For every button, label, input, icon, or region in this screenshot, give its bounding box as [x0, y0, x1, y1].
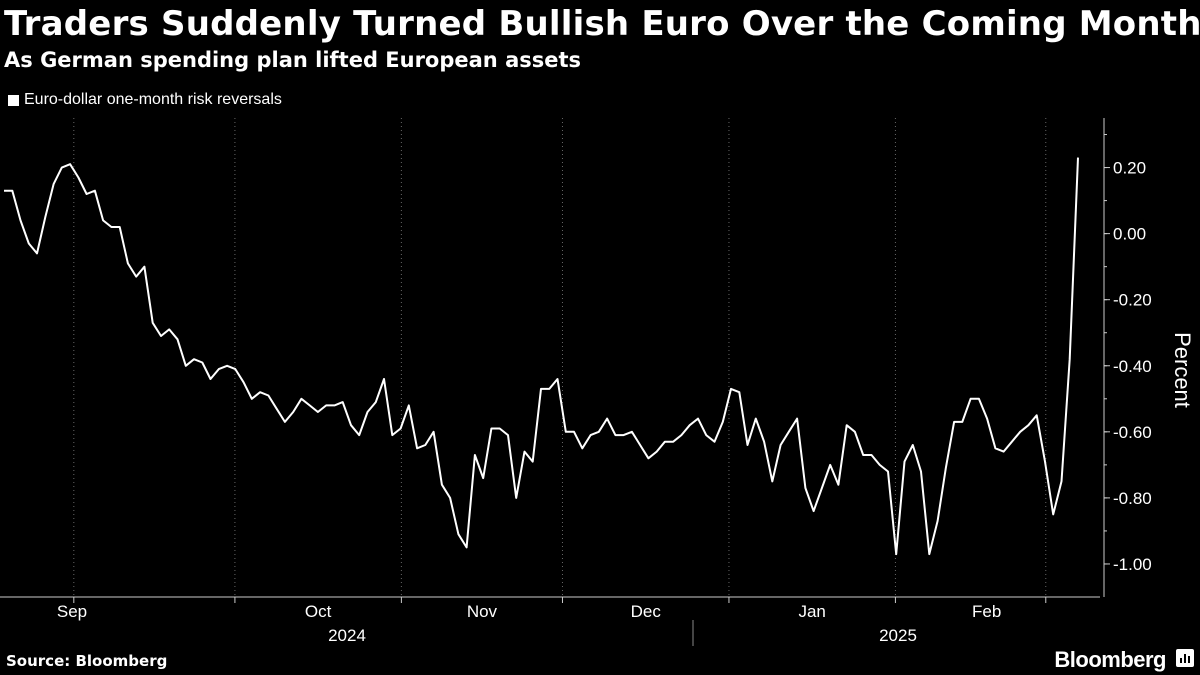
- y-tick-label: -0.20: [1113, 291, 1152, 310]
- year-label: 2025: [879, 626, 917, 645]
- y-tick-label: -0.80: [1113, 489, 1152, 508]
- chart-subtitle: As German spending plan lifted European …: [4, 48, 582, 72]
- legend-label: Euro-dollar one-month risk reversals: [24, 91, 282, 108]
- month-label: Nov: [467, 602, 498, 621]
- source-note: Source: Bloomberg: [6, 652, 168, 670]
- y-tick-label: -1.00: [1113, 555, 1152, 574]
- month-label: Dec: [631, 602, 662, 621]
- y-tick-label: 0.20: [1113, 159, 1146, 178]
- series-line: [4, 157, 1079, 556]
- month-label: Feb: [972, 602, 1001, 621]
- chart-title: Traders Suddenly Turned Bullish Euro Ove…: [4, 4, 1200, 44]
- y-tick-label: 0.00: [1113, 225, 1146, 244]
- month-label: Sep: [57, 602, 87, 621]
- bloomberg-logo-icon: [1176, 649, 1194, 667]
- legend: Euro-dollar one-month risk reversals: [8, 91, 282, 109]
- year-label: 2024: [328, 626, 366, 645]
- y-tick-label: -0.40: [1113, 357, 1152, 376]
- month-label: Jan: [798, 602, 825, 621]
- brand-wordmark: Bloomberg: [1054, 647, 1166, 672]
- month-label: Oct: [305, 602, 332, 621]
- y-tick-label: -0.60: [1113, 423, 1152, 442]
- legend-swatch: [8, 94, 19, 106]
- y-axis-label: Percent: [1170, 332, 1195, 408]
